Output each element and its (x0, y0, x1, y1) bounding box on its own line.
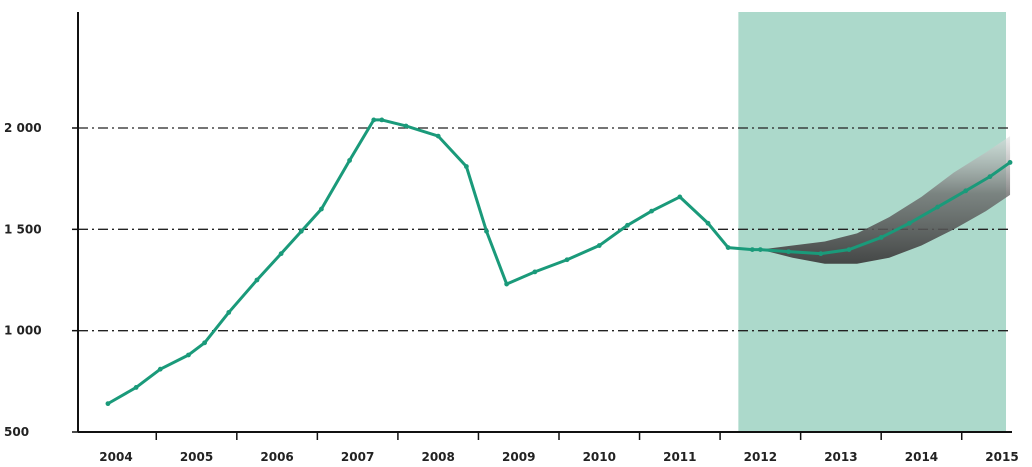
data-point (347, 158, 352, 163)
data-point (532, 269, 538, 275)
data-point (254, 277, 260, 283)
x-tick-label: 2010 (583, 450, 616, 464)
data-point (318, 206, 324, 212)
data-point (677, 194, 683, 200)
x-tick-label: 2007 (341, 450, 374, 464)
data-point (1007, 160, 1013, 165)
data-point (186, 352, 191, 358)
data-point (818, 251, 824, 257)
data-point (649, 208, 655, 214)
x-tick-label: 2008 (421, 450, 454, 464)
data-point (786, 249, 791, 255)
data-point (987, 174, 993, 180)
x-ticks: 2004 2005 2006 2007 2008 2009 2010 2011 2012 2013… (99, 432, 1019, 464)
x-tick-label: 2011 (663, 450, 696, 464)
data-point (435, 133, 441, 139)
data-point (846, 247, 852, 253)
data-point (463, 164, 469, 169)
data-point (298, 228, 304, 234)
x-tick-label: 2015 (985, 450, 1018, 464)
data-point (105, 401, 111, 407)
data-point (133, 385, 139, 390)
y-tick-labels: 500 1 000 1 500 2 000 (4, 121, 78, 439)
x-tick-label: 2013 (824, 450, 857, 464)
x-tick-label: 2012 (744, 450, 777, 464)
data-point (878, 235, 884, 240)
data-point (749, 247, 755, 253)
data-point (564, 257, 570, 263)
series (105, 117, 1013, 407)
data-point (202, 340, 208, 346)
gridlines (78, 127, 1012, 332)
x-tick-label: 2006 (260, 450, 293, 464)
data-point (403, 123, 409, 129)
data-point (379, 117, 385, 123)
data-point (596, 243, 602, 248)
y-tick-label: 1 000 (4, 324, 42, 338)
forecast-fan (760, 136, 1011, 264)
data-point (504, 281, 510, 287)
data-point (963, 188, 969, 194)
y-tick-label: 2 000 (4, 121, 42, 135)
x-tick-label: 2005 (180, 450, 213, 464)
data-point (278, 251, 284, 257)
data-point (625, 222, 630, 228)
data-point (906, 220, 912, 226)
y-tick-label: 500 (4, 425, 29, 439)
axes (77, 12, 1012, 433)
x-tick-label: 2009 (502, 450, 535, 464)
data-point (705, 220, 711, 226)
data-point (935, 204, 940, 210)
data-point (226, 310, 232, 315)
data-point (157, 366, 163, 372)
data-point (725, 245, 731, 250)
x-tick-label: 2014 (905, 450, 938, 464)
x-tick-label: 2004 (99, 450, 132, 464)
data-point (757, 247, 763, 253)
y-tick-label: 1 500 (4, 222, 42, 236)
data-point (484, 228, 489, 234)
data-point (371, 117, 377, 123)
